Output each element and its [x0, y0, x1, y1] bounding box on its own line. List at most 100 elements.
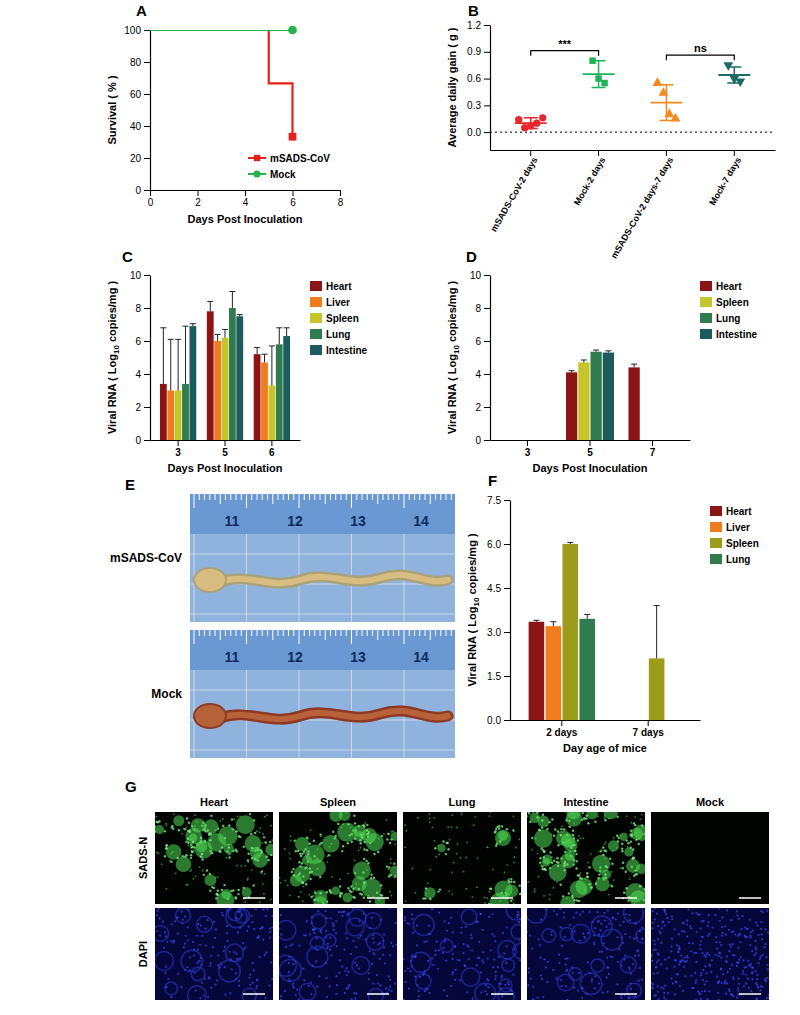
- stain-speck: [539, 862, 541, 864]
- x-tick: 0: [148, 190, 154, 208]
- intestine-highlight: [220, 575, 448, 583]
- intestine-highlight: [220, 711, 448, 719]
- y-tick-label: 4.5: [487, 583, 501, 594]
- significance-bracket: [531, 51, 599, 56]
- stain-speck: [158, 853, 160, 855]
- stain-speck: [289, 895, 291, 897]
- nucleus: [591, 978, 593, 980]
- stain-speck: [529, 821, 531, 823]
- nucleus: [317, 910, 319, 912]
- y-tick-label: 0.6: [467, 73, 481, 84]
- stain-speck: [445, 842, 447, 844]
- y-tick: 60: [130, 89, 150, 100]
- ruler-mark: [346, 494, 347, 500]
- cell-ring: [155, 925, 169, 941]
- nucleus: [517, 911, 519, 913]
- nucleus: [256, 979, 258, 981]
- stain-speck: [557, 844, 559, 846]
- nucleus: [356, 964, 358, 966]
- nucleus: [527, 931, 528, 933]
- cell-ring: [591, 916, 612, 937]
- nucleus: [615, 918, 617, 920]
- nucleus: [346, 974, 348, 976]
- error-bar: [190, 324, 196, 326]
- nucleus: [330, 917, 332, 919]
- cell-ring: [542, 929, 555, 942]
- stain-speck: [363, 881, 365, 883]
- ruler-mark: [209, 494, 210, 500]
- stain-focus: [191, 818, 205, 832]
- stain-focus: [498, 830, 508, 840]
- stain-speck: [205, 824, 207, 826]
- stain-speck: [456, 827, 458, 829]
- stain-focus: [313, 896, 327, 904]
- stain-focus: [505, 885, 518, 898]
- cell-ring: [440, 940, 453, 953]
- nucleus: [336, 984, 338, 986]
- ruler-mark: [230, 630, 231, 636]
- stain-focus: [205, 874, 217, 886]
- ruler-mark: [272, 630, 273, 640]
- nucleus: [285, 946, 287, 948]
- nucleus: [251, 921, 253, 923]
- x-tick-label: 5: [587, 447, 593, 458]
- stain-speck: [594, 820, 596, 822]
- nucleus: [318, 975, 320, 977]
- stain-speck: [254, 858, 256, 860]
- stain-speck: [605, 842, 607, 844]
- nucleus: [186, 966, 188, 968]
- micrograph-background: [527, 812, 645, 904]
- stain-speck: [632, 856, 634, 858]
- ruler-mark: [278, 630, 279, 636]
- stain-speck: [267, 859, 269, 861]
- nucleus: [309, 934, 311, 936]
- ruler-mark: [346, 630, 347, 636]
- y-tick-label: 0.0: [467, 127, 481, 138]
- nucleus: [579, 940, 581, 942]
- x-tick-mark: [293, 190, 294, 196]
- stain-speck: [514, 856, 516, 858]
- stain-speck: [187, 884, 189, 886]
- stain-speck: [460, 857, 462, 859]
- nucleus: [417, 999, 419, 1000]
- nucleus: [271, 926, 273, 928]
- ruler-mark: [225, 494, 226, 500]
- stain-speck: [326, 856, 328, 858]
- nucleus: [272, 915, 273, 917]
- stain-speck: [165, 823, 167, 825]
- nucleus: [437, 968, 439, 970]
- nucleus: [460, 932, 462, 934]
- error-bar: [254, 348, 260, 355]
- nucleus: [573, 987, 575, 989]
- nucleus: [487, 958, 489, 960]
- nucleus: [288, 971, 290, 973]
- nucleus: [584, 937, 586, 939]
- stain-speck: [546, 828, 548, 830]
- nucleus: [763, 946, 765, 948]
- cell-ring: [411, 952, 431, 972]
- chart-panel: 02040608010002468Survival ( % )Days Post…: [106, 25, 344, 225]
- x-tick-mark: [178, 440, 179, 446]
- stain-speck: [284, 848, 286, 850]
- cell-ring: [235, 909, 249, 923]
- bar: [562, 544, 578, 720]
- stain-speck: [576, 899, 578, 901]
- legend-swatch: [710, 522, 722, 532]
- legend-label: Lung: [716, 313, 740, 324]
- stain-focus: [561, 834, 575, 848]
- stain-speck: [534, 891, 536, 893]
- nucleus: [330, 954, 332, 956]
- stain-speck: [260, 827, 262, 829]
- nucleus: [587, 932, 589, 934]
- stain-speck: [237, 816, 239, 818]
- stain-speck: [366, 824, 368, 826]
- legend: HeartSpleenLungIntestine: [700, 281, 758, 340]
- nucleus: [542, 996, 544, 998]
- stain-focus: [195, 841, 213, 859]
- stain-speck: [240, 865, 242, 867]
- stain-speck: [573, 844, 575, 846]
- nucleus: [752, 967, 754, 969]
- ruler-mark: [325, 494, 326, 504]
- y-tick-label: 80: [130, 57, 142, 68]
- nucleus: [353, 992, 355, 994]
